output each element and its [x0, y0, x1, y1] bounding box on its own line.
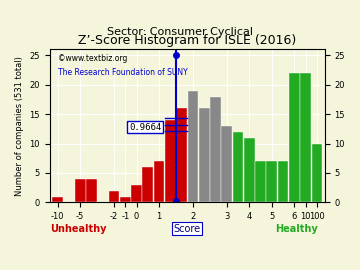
Bar — [86, 179, 97, 202]
Text: The Research Foundation of SUNY: The Research Foundation of SUNY — [58, 68, 188, 77]
Text: 0.9664: 0.9664 — [129, 123, 161, 131]
Bar — [311, 144, 322, 202]
Bar — [165, 120, 176, 202]
Bar — [120, 197, 131, 202]
Text: Healthy: Healthy — [275, 224, 318, 234]
Bar — [131, 185, 142, 202]
Bar — [75, 179, 86, 202]
Text: Sector: Consumer Cyclical: Sector: Consumer Cyclical — [107, 27, 253, 37]
Bar — [244, 138, 255, 202]
Title: Z’-Score Histogram for ISLE (2016): Z’-Score Histogram for ISLE (2016) — [78, 34, 296, 47]
Bar — [199, 108, 210, 202]
Text: ©www.textbiz.org: ©www.textbiz.org — [58, 54, 127, 63]
Bar — [176, 108, 187, 202]
Y-axis label: Number of companies (531 total): Number of companies (531 total) — [15, 56, 24, 196]
Bar — [52, 197, 63, 202]
Bar — [266, 161, 277, 202]
Bar — [255, 161, 266, 202]
Text: Unhealthy: Unhealthy — [50, 224, 106, 234]
Bar — [109, 191, 120, 202]
Text: Score: Score — [174, 224, 201, 234]
Bar — [210, 96, 221, 202]
Bar — [289, 73, 300, 202]
Bar — [300, 73, 311, 202]
Bar — [233, 132, 243, 202]
Bar — [188, 91, 198, 202]
Bar — [154, 161, 165, 202]
Bar — [278, 161, 288, 202]
Bar — [143, 167, 153, 202]
Bar — [221, 126, 232, 202]
